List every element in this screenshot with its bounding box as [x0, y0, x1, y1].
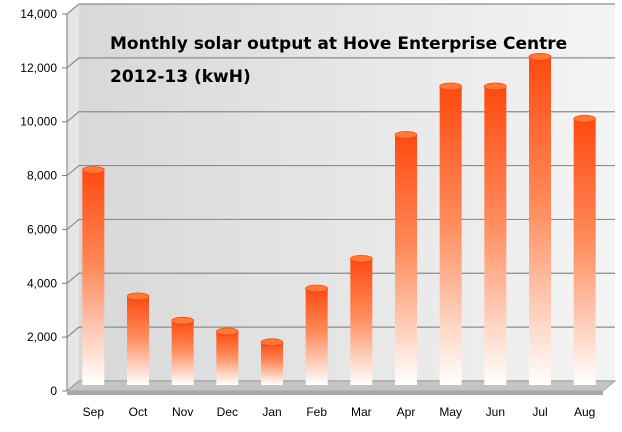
x-tick-label: Jun	[486, 405, 505, 419]
x-tick-label: Aug	[574, 405, 595, 419]
bar-cap	[528, 52, 552, 61]
bar-cap	[350, 254, 373, 263]
y-tick-label: 12,000	[20, 61, 57, 75]
bar-body	[395, 134, 417, 385]
bar-cap	[394, 131, 418, 139]
gridline	[66, 326, 615, 338]
bar-body	[350, 258, 373, 385]
y-tick-label: 2,000	[27, 330, 57, 344]
bar-body	[171, 320, 194, 385]
y-tick-label: 14,000	[20, 7, 57, 21]
x-tick-label: Sep	[83, 405, 105, 419]
axes	[62, 13, 617, 395]
bar-oct	[126, 292, 150, 385]
x-tick-label: Jan	[262, 405, 281, 419]
bar-body	[305, 288, 328, 385]
y-tick-labels: 0 2,000 4,000 6,000 8,000 10,000 12,000 14,000	[20, 7, 57, 398]
plot-floor-edge	[67, 391, 603, 395]
bar-cap	[260, 338, 284, 347]
bar-cap	[439, 82, 462, 91]
y-tick-label: 6,000	[27, 222, 57, 236]
bar-may	[439, 82, 462, 386]
x-tick-label: Apr	[397, 405, 416, 419]
y-tick-label: 8,000	[27, 169, 57, 183]
bar-body	[573, 118, 596, 385]
gridline	[66, 164, 615, 177]
bar-body	[127, 296, 149, 385]
bar-cap	[171, 316, 194, 325]
bar-aug	[573, 114, 596, 385]
bar-body	[439, 86, 462, 386]
bar-body	[82, 169, 105, 385]
bar-cap	[305, 284, 328, 293]
x-tick-label: May	[439, 405, 462, 419]
y-tick-label: 0	[50, 384, 57, 398]
bar-cap	[216, 327, 239, 336]
bar-body	[484, 86, 507, 386]
bar-cap	[126, 292, 150, 301]
chart-title-line-2: 2012-13 (kwH)	[110, 67, 251, 87]
x-tick-labels: Sep Oct Nov Dec Jan Feb Mar Apr May Jun Jul Aug	[83, 405, 596, 419]
gridlines	[66, 3, 615, 392]
gridline	[66, 111, 615, 123]
bars	[82, 52, 596, 386]
chart-title-line-1: Monthly solar output at Hove Enterprise …	[110, 34, 568, 54]
bar-sep	[82, 166, 105, 385]
bar-body	[529, 56, 551, 386]
bar-nov	[171, 316, 194, 385]
bar-jul	[528, 52, 552, 386]
gridline	[66, 57, 615, 69]
bar-feb	[305, 284, 328, 385]
bar-apr	[394, 131, 418, 385]
x-tick-label: Feb	[306, 405, 327, 419]
y-tick-label: 4,000	[27, 276, 57, 290]
x-tick-label: Oct	[129, 405, 148, 419]
x-tick-label: Mar	[351, 405, 372, 419]
bar-cap	[82, 166, 105, 174]
bar-body	[261, 342, 283, 385]
x-tick-label: Jul	[532, 405, 547, 419]
bar-cap	[573, 114, 596, 123]
gridline	[66, 272, 615, 284]
bar-cap	[484, 82, 507, 91]
gridline	[66, 218, 615, 230]
bar-dec	[216, 327, 239, 385]
bar-body	[216, 331, 239, 385]
y-tick-label: 10,000	[20, 115, 57, 129]
plot-back-wall	[79, 4, 615, 381]
gridline	[66, 3, 615, 15]
x-tick-label: Dec	[217, 405, 238, 419]
bar-mar	[350, 254, 373, 385]
bar-jan	[260, 338, 284, 385]
bar-jun	[484, 82, 507, 386]
x-tick-label: Nov	[172, 405, 193, 419]
plot-side-wall	[67, 4, 79, 391]
